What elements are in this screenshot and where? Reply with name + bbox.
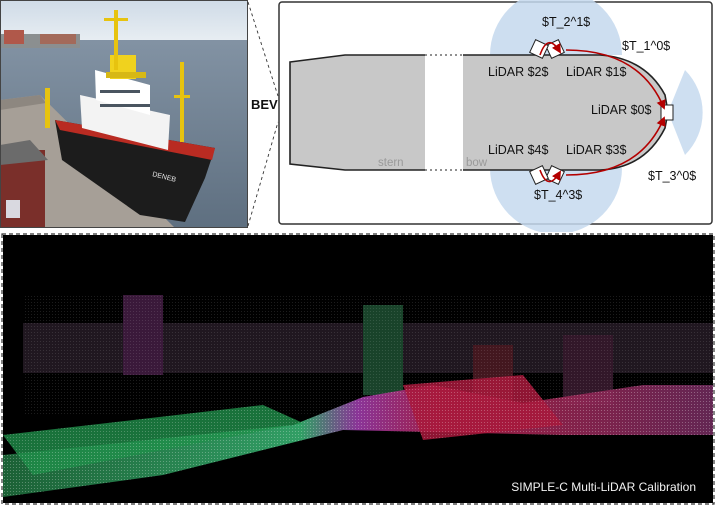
pointcloud-border bbox=[1, 233, 715, 505]
arrow-t10 bbox=[565, 49, 666, 110]
transform-label-t43: $T_4^3$ bbox=[534, 188, 582, 202]
transform-label-t10: $T_1^0$ bbox=[622, 39, 670, 53]
pointcloud-caption: SIMPLE-C Multi-LiDAR Calibration bbox=[511, 480, 696, 494]
lidar-4-sensor bbox=[529, 165, 549, 185]
lidar-2-label: LiDAR $2$ bbox=[488, 65, 548, 79]
bev-diagram: stern bow $T_2^1$ $T_1^0$ $T_3^0$ $T_4^3… bbox=[247, 0, 713, 232]
zoom-line-top bbox=[247, 1, 279, 97]
lidar-1-label: LiDAR $1$ bbox=[566, 65, 626, 79]
lidar-4-label: LiDAR $4$ bbox=[488, 143, 548, 157]
lidar-0-label: LiDAR $0$ bbox=[591, 103, 651, 117]
transform-arrows bbox=[539, 41, 666, 183]
transform-label-t21: $T_2^1$ bbox=[542, 15, 590, 29]
transform-label-t30: $T_3^0$ bbox=[648, 169, 696, 183]
arrow-t30 bbox=[565, 116, 666, 176]
zoom-line-bottom bbox=[247, 121, 279, 227]
stern-label: stern bbox=[378, 157, 404, 169]
arrow-t21 bbox=[539, 41, 561, 56]
lidar-0-sensor bbox=[660, 104, 674, 121]
hull-gap bbox=[425, 54, 463, 171]
bev-label: BEV bbox=[251, 97, 278, 112]
ship-photo: DENEB bbox=[0, 0, 248, 228]
lidar-3-label: LiDAR $3$ bbox=[566, 143, 626, 157]
lidar-2-sensor bbox=[529, 39, 549, 59]
fov-regions bbox=[490, 0, 703, 232]
arrow-t43 bbox=[539, 169, 561, 183]
bow-label: bow bbox=[466, 157, 488, 169]
pointcloud-panel: SIMPLE-C Multi-LiDAR Calibration bbox=[3, 235, 713, 503]
